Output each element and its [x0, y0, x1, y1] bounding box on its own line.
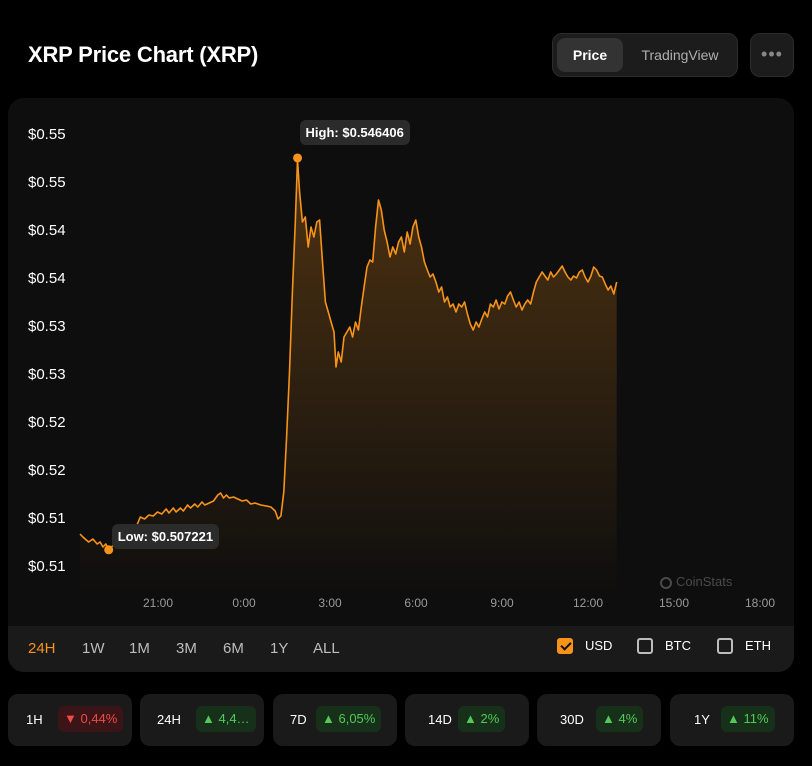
y-axis-tick-label: $0.53 [28, 318, 66, 335]
high-marker [293, 153, 303, 163]
stat-label: 24H [157, 712, 181, 727]
y-axis-tick-label: $0.52 [28, 414, 66, 431]
chart-card: $0.55 $0.55 $0.54 $0.54 $0.53 $0.53 $0.52 $0.52… [8, 98, 794, 672]
stat-change-badge: ▲ 2% [458, 706, 506, 732]
stat-change-badge: ▲ 11% [721, 706, 775, 732]
y-axis-tick-label: $0.51 [28, 510, 66, 527]
range-1y[interactable]: 1Y [270, 640, 289, 657]
low-marker [104, 545, 114, 555]
high-tooltip: High: $0.546406 [299, 119, 410, 145]
x-axis-tick-label: 0:00 [232, 596, 256, 610]
stat-1h[interactable]: 1H ▼ 0,44% [8, 694, 132, 746]
stat-label: 1H [26, 712, 43, 727]
watermark-text: CoinStats [676, 574, 733, 589]
y-axis-tick-label: $0.54 [28, 270, 66, 287]
x-axis-tick-label: 3:00 [318, 596, 342, 610]
stat-24h[interactable]: 24H ▲ 4,4… [140, 694, 264, 746]
range-24h[interactable]: 24H [28, 640, 56, 657]
currency-usd-label: USD [585, 638, 613, 653]
stat-label: 30D [560, 712, 584, 727]
x-axis-tick-label: 18:00 [744, 596, 776, 610]
page-title: XRP Price Chart (XRP) [28, 42, 259, 67]
price-line [79, 159, 618, 551]
stat-1y[interactable]: 1Y ▲ 11% [670, 694, 794, 746]
chart-type-toggle: Price TradingView [552, 33, 738, 77]
low-tooltip: Low: $0.507221 [111, 523, 220, 549]
stat-change-badge: ▲ 4,4… [196, 706, 256, 732]
more-icon: ••• [761, 44, 783, 64]
checkbox-checked-icon [557, 638, 573, 654]
x-axis-tick-label: 21:00 [142, 596, 174, 610]
tradingview-tab[interactable]: TradingView [641, 47, 719, 63]
x-axis-tick-label: 12:00 [572, 596, 604, 610]
coinstats-logo-icon [660, 577, 672, 589]
chart-controls-bar: 24H 1W 1M 3M 6M 1Y ALL USD BTC ETH [8, 626, 794, 672]
coinstats-watermark: CoinStats [660, 574, 732, 589]
y-axis-tick-label: $0.54 [28, 222, 66, 239]
y-axis-tick-label: $0.52 [28, 462, 66, 479]
y-axis-tick-label: $0.53 [28, 366, 66, 383]
stat-30d[interactable]: 30D ▲ 4% [537, 694, 661, 746]
stat-label: 14D [428, 712, 452, 727]
range-1m[interactable]: 1M [129, 640, 150, 657]
y-axis-tick-label: $0.51 [28, 558, 66, 575]
stat-change-badge: ▲ 4% [596, 706, 644, 732]
currency-eth-label: ETH [745, 638, 771, 653]
y-axis-tick-label: $0.55 [28, 126, 66, 143]
checkbox-icon [717, 638, 733, 654]
price-tab[interactable]: Price [557, 38, 623, 72]
stat-label: 7D [290, 712, 307, 727]
x-axis-tick-label: 15:00 [658, 596, 690, 610]
currency-btc-label: BTC [665, 638, 691, 653]
y-axis-tick-label: $0.55 [28, 174, 66, 191]
price-chart[interactable] [8, 98, 794, 626]
more-options-button[interactable]: ••• [750, 33, 794, 77]
currency-btc[interactable]: BTC [637, 638, 691, 654]
price-area [80, 160, 617, 598]
range-all[interactable]: ALL [313, 640, 340, 657]
stat-change-badge: ▲ 6,05% [316, 706, 382, 732]
x-axis-tick-label: 9:00 [490, 596, 514, 610]
range-3m[interactable]: 3M [176, 640, 197, 657]
stat-7d[interactable]: 7D ▲ 6,05% [273, 694, 397, 746]
range-1w[interactable]: 1W [82, 640, 105, 657]
currency-eth[interactable]: ETH [717, 638, 771, 654]
checkbox-icon [637, 638, 653, 654]
currency-usd[interactable]: USD [557, 638, 612, 654]
x-axis-tick-label: 6:00 [404, 596, 428, 610]
stat-label: 1Y [694, 712, 710, 727]
stat-change-badge: ▼ 0,44% [58, 706, 124, 732]
stat-14d[interactable]: 14D ▲ 2% [405, 694, 529, 746]
range-6m[interactable]: 6M [223, 640, 244, 657]
